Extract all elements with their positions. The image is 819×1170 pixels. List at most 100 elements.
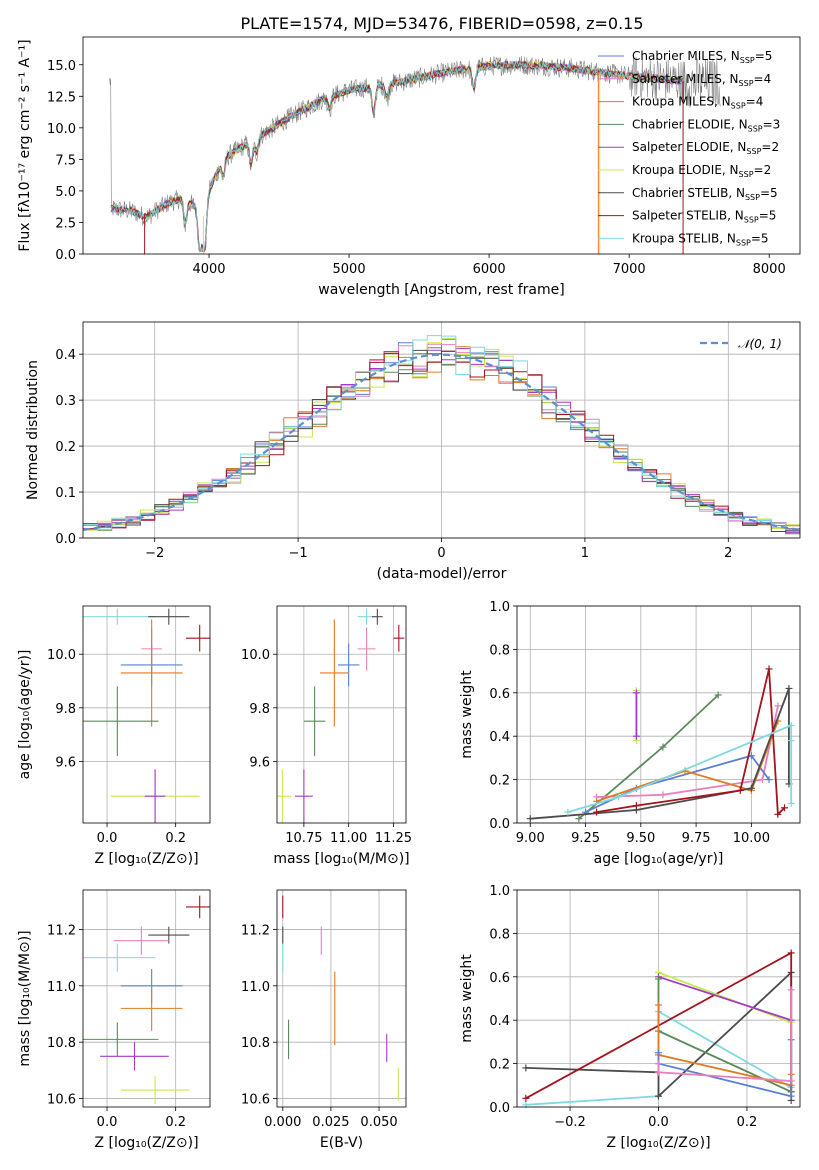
x-tick-label: 0.000	[264, 1115, 301, 1130]
y-axis-label: mass weight	[459, 670, 475, 759]
x-tick-label: 7000	[613, 262, 646, 277]
legend-label: Chabrier STELIB, NSSP=5	[632, 186, 778, 202]
legend-label-subscript: SSP	[745, 193, 760, 202]
legend-label-value: =2	[754, 163, 772, 177]
x-tick-label: 5000	[333, 262, 366, 277]
axes-frame	[516, 605, 801, 824]
y-tick-label: 11.2	[241, 923, 270, 938]
y-tick-label: 0.0	[489, 1101, 510, 1116]
legend-label-value: =5	[751, 231, 769, 245]
legend-label: 𝒩(0, 1)	[738, 337, 782, 351]
y-tick-label: 7.5	[55, 153, 76, 168]
y-tick-label: 0.0	[489, 817, 510, 832]
x-tick-label: 0.050	[360, 1115, 397, 1130]
legend-label: Chabrier MILES, NSSP=5	[632, 49, 772, 65]
y-tick-label: 9.6	[55, 755, 76, 770]
x-axis-label: E(B-V)	[320, 1135, 363, 1151]
legend-label-text: Kroupa ELODIE, N	[632, 163, 739, 177]
y-tick-label: 0.2	[489, 1058, 510, 1073]
y-tick-label: 2.5	[55, 216, 76, 231]
x-axis-label: Z [log₁₀(Z/Z⊙)]	[606, 1135, 710, 1151]
y-tick-label: 9.8	[249, 702, 270, 717]
y-tick-label: 0.1	[55, 486, 76, 501]
y-axis-label: age [log₁₀(age/yr)]	[17, 650, 33, 780]
x-tick-label: 4000	[192, 262, 225, 277]
y-tick-label: 0.0	[55, 248, 76, 263]
x-tick-label: 11.00	[330, 831, 367, 846]
legend-label: Salpeter STELIB, NSSP=5	[632, 209, 776, 225]
y-tick-label: 0.2	[489, 774, 510, 789]
x-tick-label: 0.0	[648, 1115, 669, 1130]
residuals-panel: 𝒩(0, 1) −2 −1 0 1 2 0.0 0.1 0.2 0.3 0.4 (data-model…	[25, 321, 801, 582]
legend-label-value: =5	[760, 186, 778, 200]
legend-label-value: =4	[746, 95, 764, 109]
legend-label-value: =5	[755, 49, 773, 63]
y-tick-label: 9.8	[55, 702, 76, 717]
legend-label-subscript: SSP	[731, 102, 746, 111]
legend-label: Salpeter MILES, NSSP=4	[632, 72, 771, 88]
x-tick-label: −2	[145, 546, 164, 561]
legend-label-text: Chabrier MILES, N	[632, 49, 740, 63]
mass-EBV-panel: 0.000 0.025 0.050 10.6 10.8 11.0 11.2 E(B-V)	[241, 889, 407, 1151]
y-tick-label: 5.0	[55, 185, 76, 200]
x-axis-label: Z [log₁₀(Z/Z⊙)]	[94, 1135, 198, 1151]
x-axis-label: (data-model)/error	[377, 566, 507, 582]
legend-label-value: =5	[759, 209, 777, 223]
legend-label-value: =2	[761, 140, 779, 154]
x-tick-label: 10.75	[285, 831, 322, 846]
y-tick-label: 10.6	[241, 1093, 270, 1108]
y-tick-label: 0.6	[489, 971, 510, 986]
x-tick-label: 0.2	[737, 1115, 758, 1130]
mass-Z-panel: 0.0 0.2 10.6 10.8 11.0 11.2 Z [log₁₀(Z/Z⊙)] mas…	[17, 889, 211, 1151]
y-axis-label: mass weight	[459, 954, 475, 1043]
age-mass-panel: 10.75 11.00 11.25 9.6 9.8 10.0 mass [log₁₀(M/M…	[241, 605, 412, 867]
x-tick-label: 1	[581, 546, 589, 561]
legend-label-text: Kroupa STELIB, N	[632, 231, 736, 245]
legend-label: Kroupa STELIB, NSSP=5	[632, 231, 769, 247]
x-tick-label: 0.2	[165, 831, 186, 846]
x-axis-label: Z [log₁₀(Z/Z⊙)]	[94, 851, 198, 867]
y-tick-label: 10.0	[241, 648, 270, 663]
legend-label: Kroupa MILES, NSSP=4	[632, 95, 763, 111]
y-tick-label: 0.8	[489, 643, 510, 658]
legend-label-text: Kroupa MILES, N	[632, 95, 731, 109]
residual-histogram-step	[83, 335, 800, 531]
x-tick-label: 10.00	[733, 831, 770, 846]
x-tick-label: 0.0	[97, 831, 118, 846]
y-tick-label: 11.0	[241, 980, 270, 995]
y-tick-label: 0.6	[489, 687, 510, 702]
legend-label-subscript: SSP	[748, 124, 763, 133]
legend-label: Chabrier ELODIE, NSSP=3	[632, 117, 780, 133]
mass-weight-series-line	[658, 975, 792, 1022]
mass-weight-series-line	[596, 668, 786, 817]
legend-label-subscript: SSP	[746, 147, 761, 156]
y-tick-label: 0.2	[55, 440, 76, 455]
mass-weight-Z-panel: −0.2 0.0 0.2 0.0 0.2 0.4 0.6 0.8 1.0 Z [log₁₀(Z/Z…	[459, 884, 801, 1151]
x-axis-label: wavelength [Angstrom, rest frame]	[318, 282, 564, 298]
normal-distribution-curve	[83, 353, 800, 531]
legend-label-text: Salpeter STELIB, N	[632, 209, 744, 223]
y-tick-label: 10.8	[241, 1036, 270, 1051]
residual-histogram-step	[83, 346, 800, 527]
y-tick-label: 10.0	[47, 648, 76, 663]
x-axis-label: mass [log₁₀(M/M⊙)]	[273, 851, 409, 867]
legend-label: Kroupa ELODIE, NSSP=2	[632, 163, 771, 179]
y-tick-label: 0.4	[55, 348, 76, 363]
x-tick-label: 0.025	[312, 1115, 349, 1130]
x-tick-label: 0.2	[165, 1115, 186, 1130]
x-tick-label: 9.25	[571, 831, 600, 846]
legend-label-subscript: SSP	[739, 170, 754, 179]
x-tick-label: 0	[437, 546, 445, 561]
residual-histogram-step	[83, 350, 800, 530]
axes-frame	[82, 36, 801, 255]
y-tick-label: 11.2	[47, 923, 76, 938]
axes-frame	[276, 605, 407, 824]
legend-label: Salpeter ELODIE, NSSP=2	[632, 140, 779, 156]
legend-label-text: Chabrier STELIB, N	[632, 186, 745, 200]
x-tick-label: 2	[724, 546, 732, 561]
y-tick-label: 0.4	[489, 1014, 510, 1029]
x-tick-label: 9.50	[626, 831, 655, 846]
y-tick-label: 11.0	[47, 980, 76, 995]
